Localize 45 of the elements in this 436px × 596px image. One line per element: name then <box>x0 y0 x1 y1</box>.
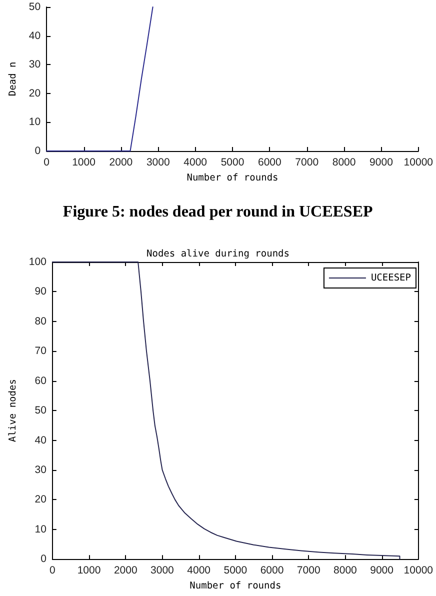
y-tick-label: 40 <box>28 30 41 42</box>
x-tick-label: 7000 <box>296 564 320 577</box>
y-axis-title: Dead n <box>8 62 18 96</box>
x-tick-label: 9000 <box>370 564 394 577</box>
x-tick-label: 5000 <box>220 156 244 168</box>
chart-title: Nodes alive during rounds <box>146 248 290 260</box>
y-tick-label: 100 <box>28 256 47 268</box>
legend-label: UCEESEP <box>370 272 412 284</box>
y-tick-label: 10 <box>28 116 41 128</box>
y-tick-label: 60 <box>34 374 47 387</box>
x-tick-label: 4000 <box>184 156 208 168</box>
x-tick-label: 2000 <box>109 156 133 168</box>
x-tick-label: 2000 <box>114 564 138 577</box>
y-tick-label: 20 <box>34 494 47 506</box>
y-tick-label: 40 <box>34 434 47 446</box>
x-tick-label: 7000 <box>295 156 319 168</box>
x-tick-label: 3000 <box>146 156 170 168</box>
x-tick-label: 5000 <box>224 564 248 577</box>
y-tick-label: 0 <box>40 553 47 566</box>
x-tick-label: 9000 <box>370 156 394 168</box>
y-axis-title: Alive nodes <box>8 379 18 442</box>
x-tick-label: 1000 <box>72 156 96 168</box>
y-tick-label: 70 <box>34 345 47 358</box>
x-tick-label: 1000 <box>77 564 101 577</box>
x-tick-label: 6000 <box>258 156 282 168</box>
x-tick-label: 0 <box>49 564 56 577</box>
x-axis-title: Number of rounds <box>190 580 282 592</box>
y-tick-label: 50 <box>28 1 41 13</box>
x-axis-title: Number of rounds <box>186 172 278 184</box>
y-tick-label: 10 <box>34 523 47 536</box>
y-tick-label: 80 <box>34 315 47 328</box>
x-tick-label: 4000 <box>187 564 211 577</box>
y-tick-label: 30 <box>28 58 41 71</box>
x-tick-label: 10000 <box>404 156 434 168</box>
x-tick-label: 8000 <box>334 564 358 577</box>
y-tick-label: 20 <box>28 87 41 100</box>
caption: Figure 5: nodes dead per round in UCEESEP <box>62 204 374 220</box>
x-tick-label: 8000 <box>332 156 356 168</box>
x-tick-label: 3000 <box>150 564 174 577</box>
y-tick-label: 0 <box>34 145 41 157</box>
x-tick-label: 6000 <box>260 564 284 577</box>
x-tick-label: 10000 <box>404 564 434 577</box>
y-tick-label: 30 <box>34 464 47 476</box>
y-tick-label: 90 <box>34 286 47 298</box>
y-tick-label: 50 <box>34 404 47 417</box>
